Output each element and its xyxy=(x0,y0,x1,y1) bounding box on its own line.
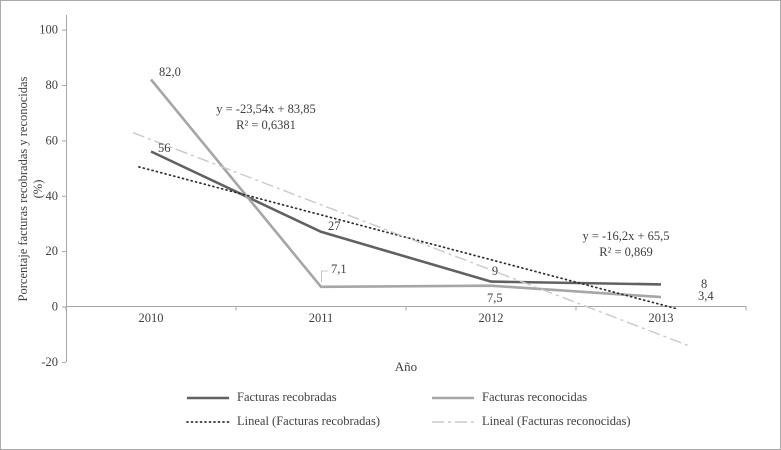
y-tick-label: 60 xyxy=(46,133,59,147)
legend-line-sample-icon xyxy=(186,420,230,423)
y-axis-title-line2: (%) xyxy=(31,179,45,199)
data-label: 56 xyxy=(158,141,171,155)
y-axis-title: Porcentaje facturas recobradas y reconoc… xyxy=(16,9,46,369)
data-label: 82,0 xyxy=(159,65,181,79)
y-tick-label: 20 xyxy=(46,244,59,258)
x-tick-label: 2013 xyxy=(649,311,674,325)
y-tick-label: 40 xyxy=(46,189,59,203)
y-tick-label: 100 xyxy=(39,23,58,37)
y-axis-title-line1: Porcentaje facturas recobradas y reconoc… xyxy=(16,76,30,302)
legend-label: Lineal (Facturas reconocidas) xyxy=(482,414,631,428)
trendline-equation-recobradas: y = -16,2x + 65,5 R² = 0,869 xyxy=(536,228,716,260)
legend-item: Facturas reconocidas xyxy=(431,390,676,405)
legend-line-sample-icon xyxy=(432,396,474,399)
legend-row: Facturas recobradas Facturas reconocidas xyxy=(186,390,676,405)
y-tick-label: -20 xyxy=(41,355,58,369)
x-axis-title: Año xyxy=(394,359,418,374)
legend-label: Lineal (Facturas recobradas) xyxy=(237,414,380,428)
legend-label: Facturas reconocidas xyxy=(482,390,588,404)
equation-text: y = -16,2x + 65,5 xyxy=(582,229,670,243)
r-squared-text: R² = 0,869 xyxy=(599,245,653,259)
legend-item: Lineal (Facturas recobradas) xyxy=(186,414,431,429)
legend-row: Lineal (Facturas recobradas) Lineal (Fact… xyxy=(186,414,676,429)
x-tick-label: 2012 xyxy=(479,311,504,325)
r-squared-text: R² = 0,6381 xyxy=(236,118,296,132)
x-tick-label: 2010 xyxy=(139,311,164,325)
trendline-equation-reconocidas: y = -23,54x + 83,85 R² = 0,6381 xyxy=(176,101,356,133)
legend-item: Facturas recobradas xyxy=(186,390,431,405)
legend-line-sample-icon xyxy=(187,396,229,399)
data-label: 27 xyxy=(328,219,341,233)
data-label-leader xyxy=(321,270,328,282)
data-label: 9 xyxy=(492,264,498,278)
legend-line-sample-icon xyxy=(432,420,474,423)
series-line-3 xyxy=(132,132,691,347)
legend-item: Lineal (Facturas reconocidas) xyxy=(431,414,676,429)
data-label: 3,4 xyxy=(698,289,714,303)
equation-text: y = -23,54x + 83,85 xyxy=(216,102,316,116)
x-tick-label: 2011 xyxy=(309,311,334,325)
data-label: 7,1 xyxy=(331,262,347,276)
legend: Facturas recobradas Facturas reconocidas L… xyxy=(186,390,676,429)
y-tick-label: 80 xyxy=(46,78,59,92)
series-line-1 xyxy=(149,78,662,299)
legend-label: Facturas recobradas xyxy=(237,390,337,404)
data-label: 7,5 xyxy=(487,291,503,305)
y-tick-label: 0 xyxy=(52,300,58,314)
data-label: 8 xyxy=(701,277,707,291)
